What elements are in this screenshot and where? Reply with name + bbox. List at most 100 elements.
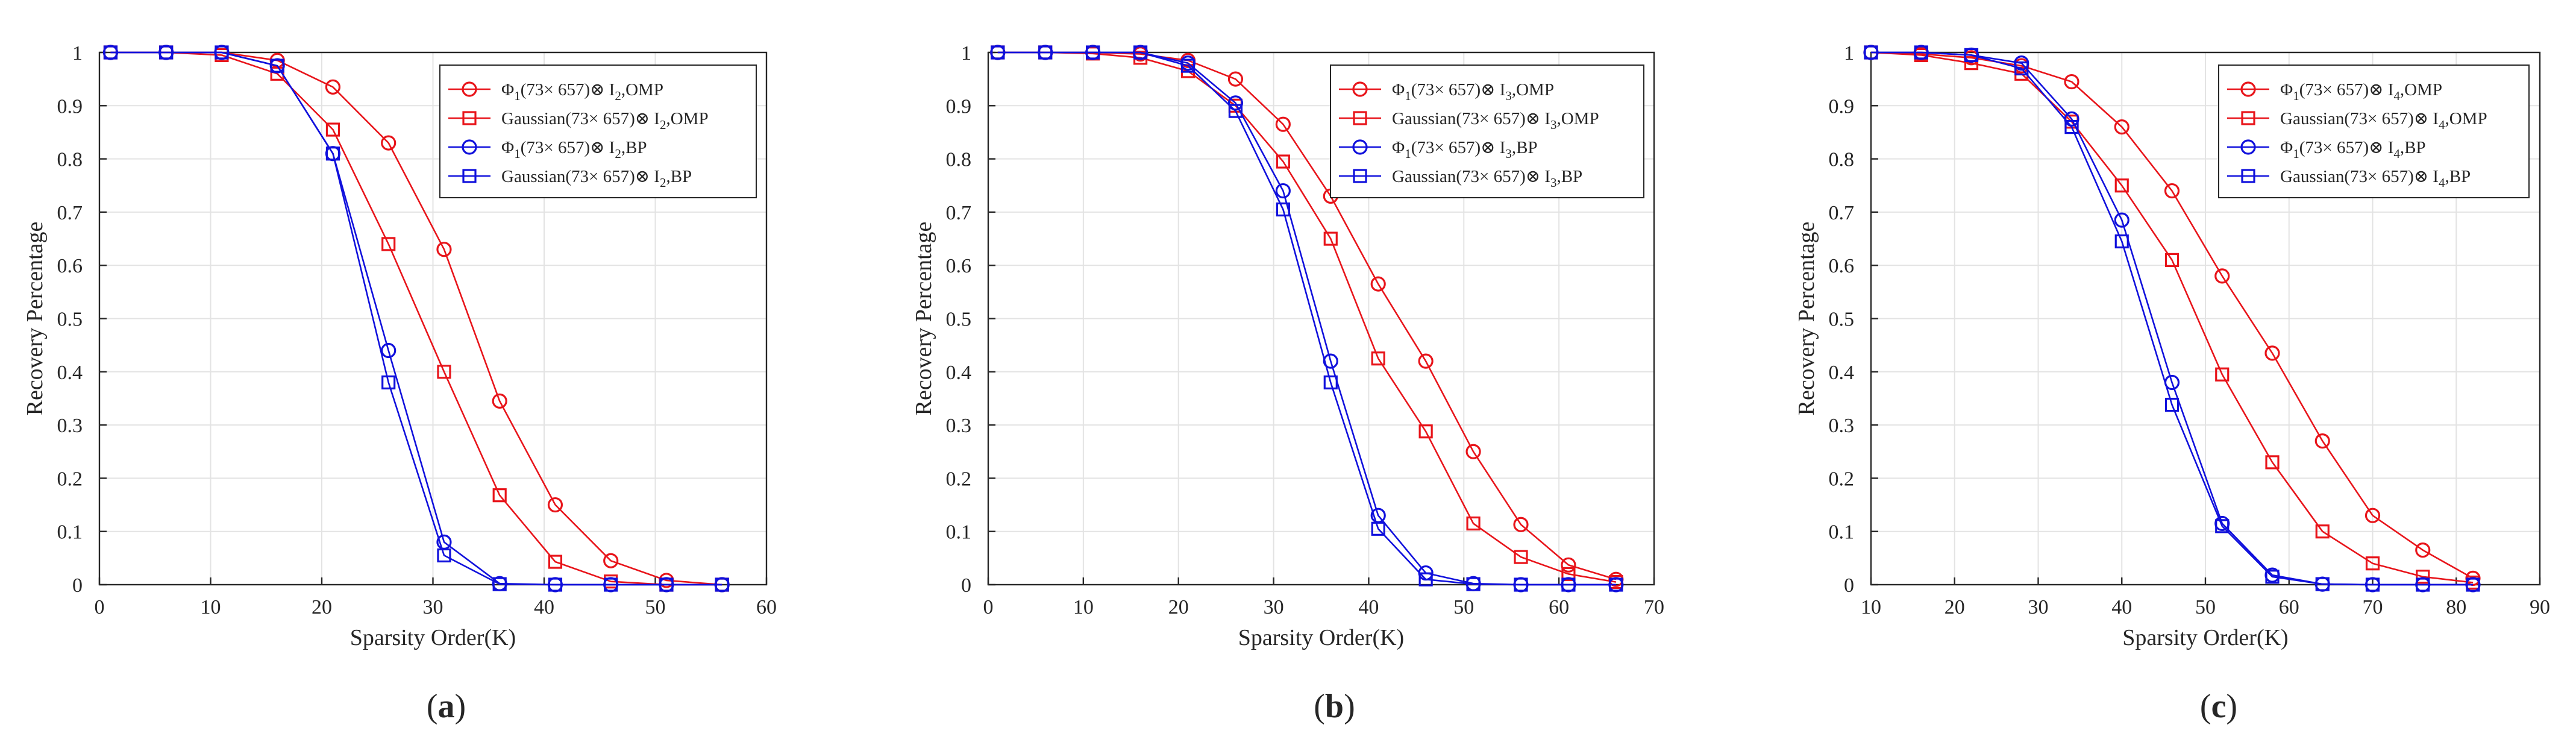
data-point	[437, 548, 451, 563]
y-tick-label: 0.7	[57, 202, 83, 224]
data-point	[2314, 433, 2330, 449]
legend-box	[1330, 64, 1644, 198]
data-point	[436, 242, 452, 257]
data-point	[1038, 45, 1053, 60]
data-point	[2064, 120, 2079, 134]
data-point	[547, 497, 563, 513]
y-tick-label: 0.3	[57, 415, 83, 437]
legend-entry: Gaussian(73× 657)⊗ I2,OMP	[501, 109, 709, 132]
data-point	[2164, 183, 2180, 199]
data-point	[2214, 268, 2230, 284]
y-tick-label: 0.8	[946, 149, 972, 171]
panels-container: 0 10 20 30 40 50 6000.10.20.30.40.50.60.70.80.…	[22, 42, 2550, 725]
legend-marker	[1352, 81, 1368, 97]
y-tick-label: 0	[1844, 574, 1854, 597]
x-tick-label: 70	[2363, 596, 2383, 618]
series-line	[1871, 51, 2473, 586]
x-tick-label: 10	[1861, 596, 1881, 618]
y-tick-label: 0.3	[1829, 415, 1855, 437]
x-tick-label: 70	[1644, 596, 1664, 618]
data-point	[103, 45, 118, 60]
data-point	[325, 146, 340, 161]
y-tick-label: 0.8	[1829, 149, 1855, 171]
data-point	[1465, 444, 1481, 459]
series-4	[1864, 45, 2480, 592]
y-tick-label: 0.2	[1829, 468, 1855, 490]
data-point	[1370, 276, 1386, 292]
chart-panel-c: 10 20 30 40 50 60 70 80 90 0 0.1 0.2 0.3 0.4 0.5 0.6 0.7…	[1794, 42, 2550, 725]
legend-marker	[2241, 169, 2255, 183]
legend-entry: Φ1(73× 657)⊗ I4,BP	[2280, 138, 2426, 161]
data-point	[604, 577, 618, 592]
data-point	[1180, 58, 1196, 73]
data-point	[1964, 56, 1979, 71]
data-point	[715, 577, 729, 592]
data-point	[381, 342, 396, 359]
data-point	[1466, 577, 1481, 591]
panel-caption: (b)	[1314, 688, 1355, 725]
x-tick-label: 50	[2195, 596, 2216, 618]
y-tick-label: 0.1	[1829, 521, 1855, 544]
data-point	[1227, 95, 1244, 111]
data-point	[492, 393, 507, 409]
data-point	[548, 555, 563, 569]
legend-entry: Φ1(73× 657)⊗ I3,BP	[1392, 138, 1538, 161]
y-tick-label: 0.9	[57, 95, 83, 118]
x-tick-label: 30	[1264, 596, 1284, 618]
x-axis-label: Sparsity Order(K)	[1238, 625, 1404, 650]
data-point	[1371, 351, 1385, 366]
data-point	[548, 577, 563, 592]
x-tick-label: 20	[312, 596, 332, 618]
legend-marker	[1353, 111, 1367, 125]
legend-box	[2218, 64, 2530, 198]
y-axis-label: Recovery Percentage	[911, 222, 936, 416]
data-point	[2365, 556, 2380, 571]
legend-marker	[462, 81, 477, 97]
data-point	[1466, 516, 1481, 531]
data-point	[659, 577, 674, 592]
data-point	[1964, 48, 1979, 63]
legend-entry: Gaussian(73× 657)⊗ I3,OMP	[1392, 109, 1599, 132]
x-tick-label: 60	[2279, 596, 2299, 618]
data-point	[1418, 353, 1434, 369]
data-point	[1086, 45, 1100, 60]
x-axis-label: Sparsity Order(K)	[350, 625, 516, 650]
data-point	[1561, 557, 1576, 573]
data-point	[1514, 577, 1528, 592]
y-tick-label: 0.1	[57, 521, 83, 544]
legend-marker	[462, 111, 477, 125]
x-tick-label: 60	[1549, 596, 1569, 618]
legend-marker	[1353, 169, 1367, 183]
data-point	[1513, 517, 1529, 532]
y-tick-label: 0.6	[946, 255, 972, 277]
data-point	[1561, 577, 1576, 592]
panel-caption: (c)	[2200, 688, 2237, 725]
series-line	[110, 51, 722, 586]
data-point	[2416, 570, 2430, 584]
data-point	[603, 553, 619, 568]
y-tick-label: 0.7	[1829, 202, 1855, 224]
data-point	[1323, 375, 1338, 390]
y-tick-label: 0.3	[946, 415, 972, 437]
data-point	[1418, 424, 1433, 439]
x-tick-label: 20	[1945, 596, 1965, 618]
y-tick-label: 0.2	[946, 468, 972, 490]
data-point	[1276, 154, 1290, 169]
x-tick-label: 20	[1168, 596, 1189, 618]
y-tick-label: 0.5	[57, 309, 83, 331]
x-tick-label: 0	[983, 596, 994, 618]
data-point	[2164, 397, 2180, 412]
y-tick-label: 0.6	[57, 255, 83, 277]
data-point	[1228, 104, 1243, 118]
x-tick-label: 40	[534, 596, 554, 618]
data-point	[270, 66, 284, 81]
data-point	[2014, 61, 2029, 76]
legend-entry: Φ1(73× 657)⊗ I2,BP	[501, 138, 647, 161]
y-tick-label: 0	[961, 574, 971, 597]
data-point	[1609, 577, 1623, 592]
data-point	[1418, 572, 1433, 586]
y-tick-label: 1	[72, 42, 83, 64]
series-line	[1870, 51, 2474, 583]
data-point	[325, 122, 340, 137]
